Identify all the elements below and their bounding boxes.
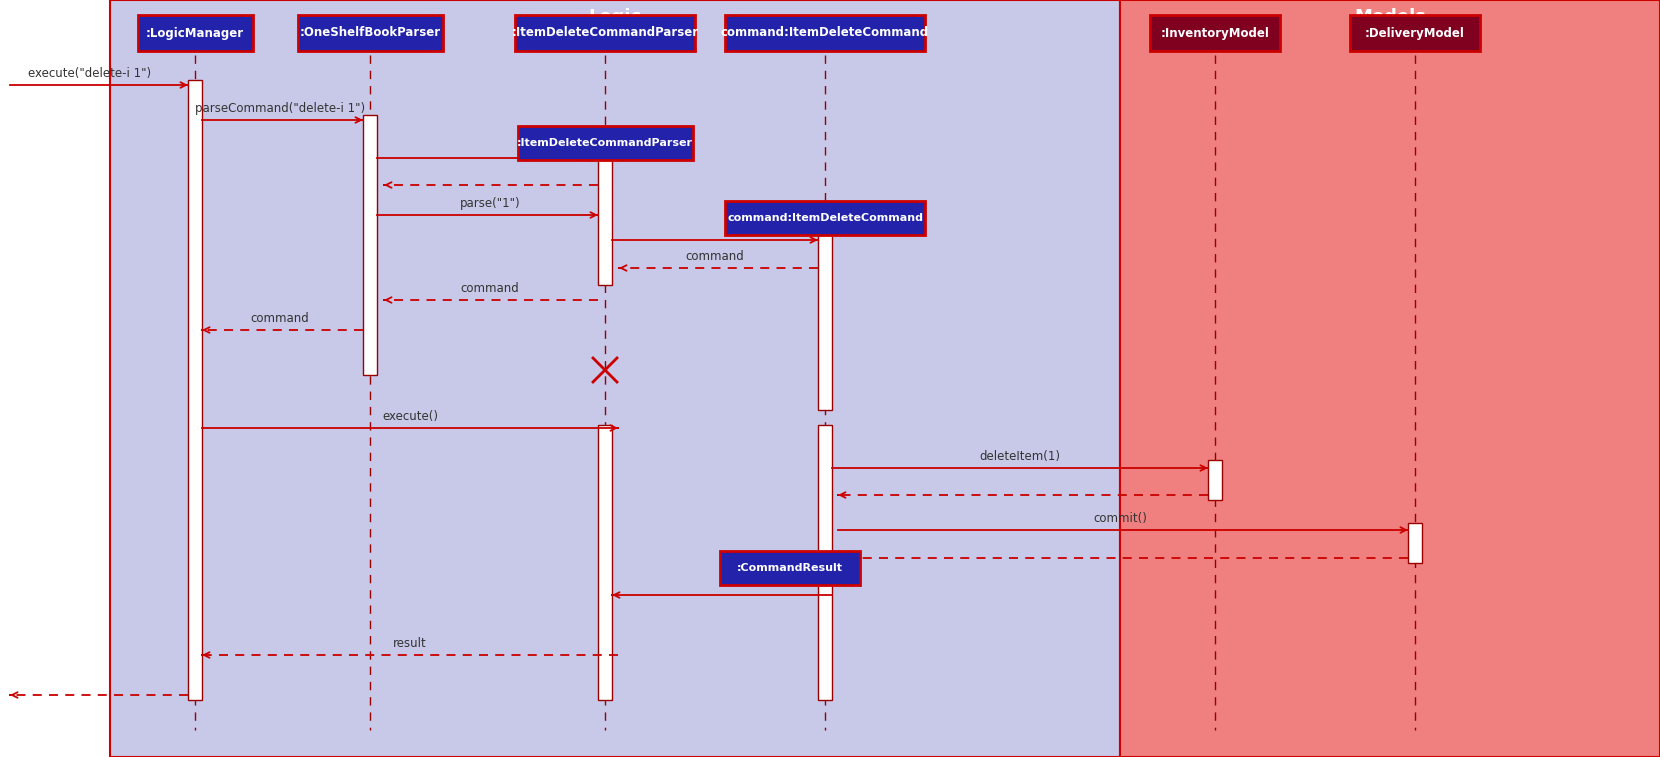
Bar [1350,15,1481,51]
Text: Models: Models [1355,8,1426,26]
Text: Logic: Logic [588,8,641,26]
Text: :ItemDeleteCommandParser: :ItemDeleteCommandParser [516,138,692,148]
Bar [1408,523,1423,563]
Text: commit(): commit() [1092,512,1147,525]
Text: command: command [460,282,520,295]
Bar [364,115,377,375]
Bar [598,155,613,285]
Text: command:ItemDeleteCommand: command:ItemDeleteCommand [720,26,930,39]
Bar [110,0,1120,757]
Text: :LogicManager: :LogicManager [146,26,244,39]
Text: :DeliveryModel: :DeliveryModel [1365,26,1464,39]
Text: :OneShelfBookParser: :OneShelfBookParser [299,26,440,39]
Text: command:ItemDeleteCommand: command:ItemDeleteCommand [727,213,923,223]
Bar [720,551,860,585]
Bar [725,15,925,51]
Bar [518,126,692,160]
Text: parse("1"): parse("1") [460,197,520,210]
Bar [297,15,443,51]
Text: :CommandResult: :CommandResult [737,563,843,573]
Text: command: command [251,312,309,325]
Text: :InventoryModel: :InventoryModel [1160,26,1270,39]
Bar [818,230,832,410]
Text: execute("delete-i 1"): execute("delete-i 1") [28,67,151,80]
Bar [1120,0,1660,757]
Text: result: result [393,637,427,650]
Bar [598,425,613,700]
Text: command: command [686,250,744,263]
Bar [1150,15,1280,51]
Text: parseCommand("delete-i 1"): parseCommand("delete-i 1") [194,102,365,115]
Text: :ItemDeleteCommandParser: :ItemDeleteCommandParser [511,26,699,39]
Bar [818,425,832,700]
Bar [138,15,252,51]
Text: deleteItem(1): deleteItem(1) [979,450,1061,463]
Bar [725,201,925,235]
Bar [188,80,203,700]
Text: execute(): execute() [382,410,438,423]
Bar [515,15,696,51]
Bar [1208,460,1222,500]
